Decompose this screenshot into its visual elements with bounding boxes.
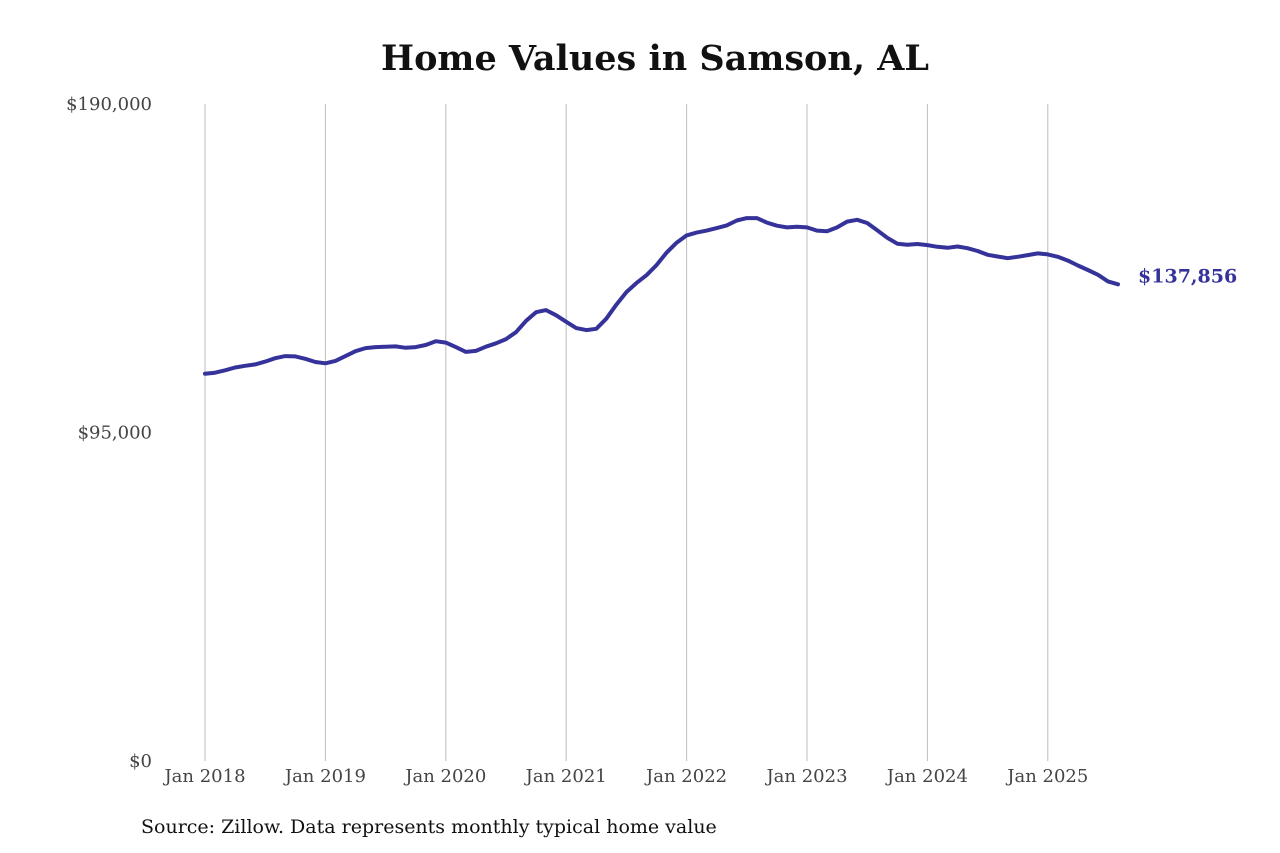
- y-tick-label: $0: [129, 751, 152, 772]
- x-axis-ticks: Jan 2018 Jan 2019 Jan 2020 Jan 2021 Jan 2022…: [162, 766, 1088, 787]
- y-axis-ticks: $0 $95,000 $190,000: [66, 94, 152, 772]
- x-tick-label: Jan 2024: [885, 766, 968, 787]
- y-tick-label: $190,000: [66, 94, 152, 115]
- chart-title: Home Values in Samson, AL: [381, 38, 929, 79]
- gridlines: [204, 104, 1049, 761]
- x-tick-label: Jan 2025: [1005, 766, 1088, 787]
- source-note: Source: Zillow. Data represents monthly …: [141, 816, 717, 838]
- x-tick-label: Jan 2023: [764, 766, 847, 787]
- home-value-series-line: [203, 216, 1120, 376]
- x-tick-label: Jan 2018: [162, 766, 245, 787]
- y-tick-label: $95,000: [78, 423, 152, 444]
- x-tick-label: Jan 2021: [524, 766, 607, 787]
- x-tick-label: Jan 2022: [644, 766, 727, 787]
- x-tick-label: Jan 2019: [283, 766, 366, 787]
- x-tick-label: Jan 2020: [403, 766, 486, 787]
- latest-value-label: $137,856: [1138, 265, 1237, 287]
